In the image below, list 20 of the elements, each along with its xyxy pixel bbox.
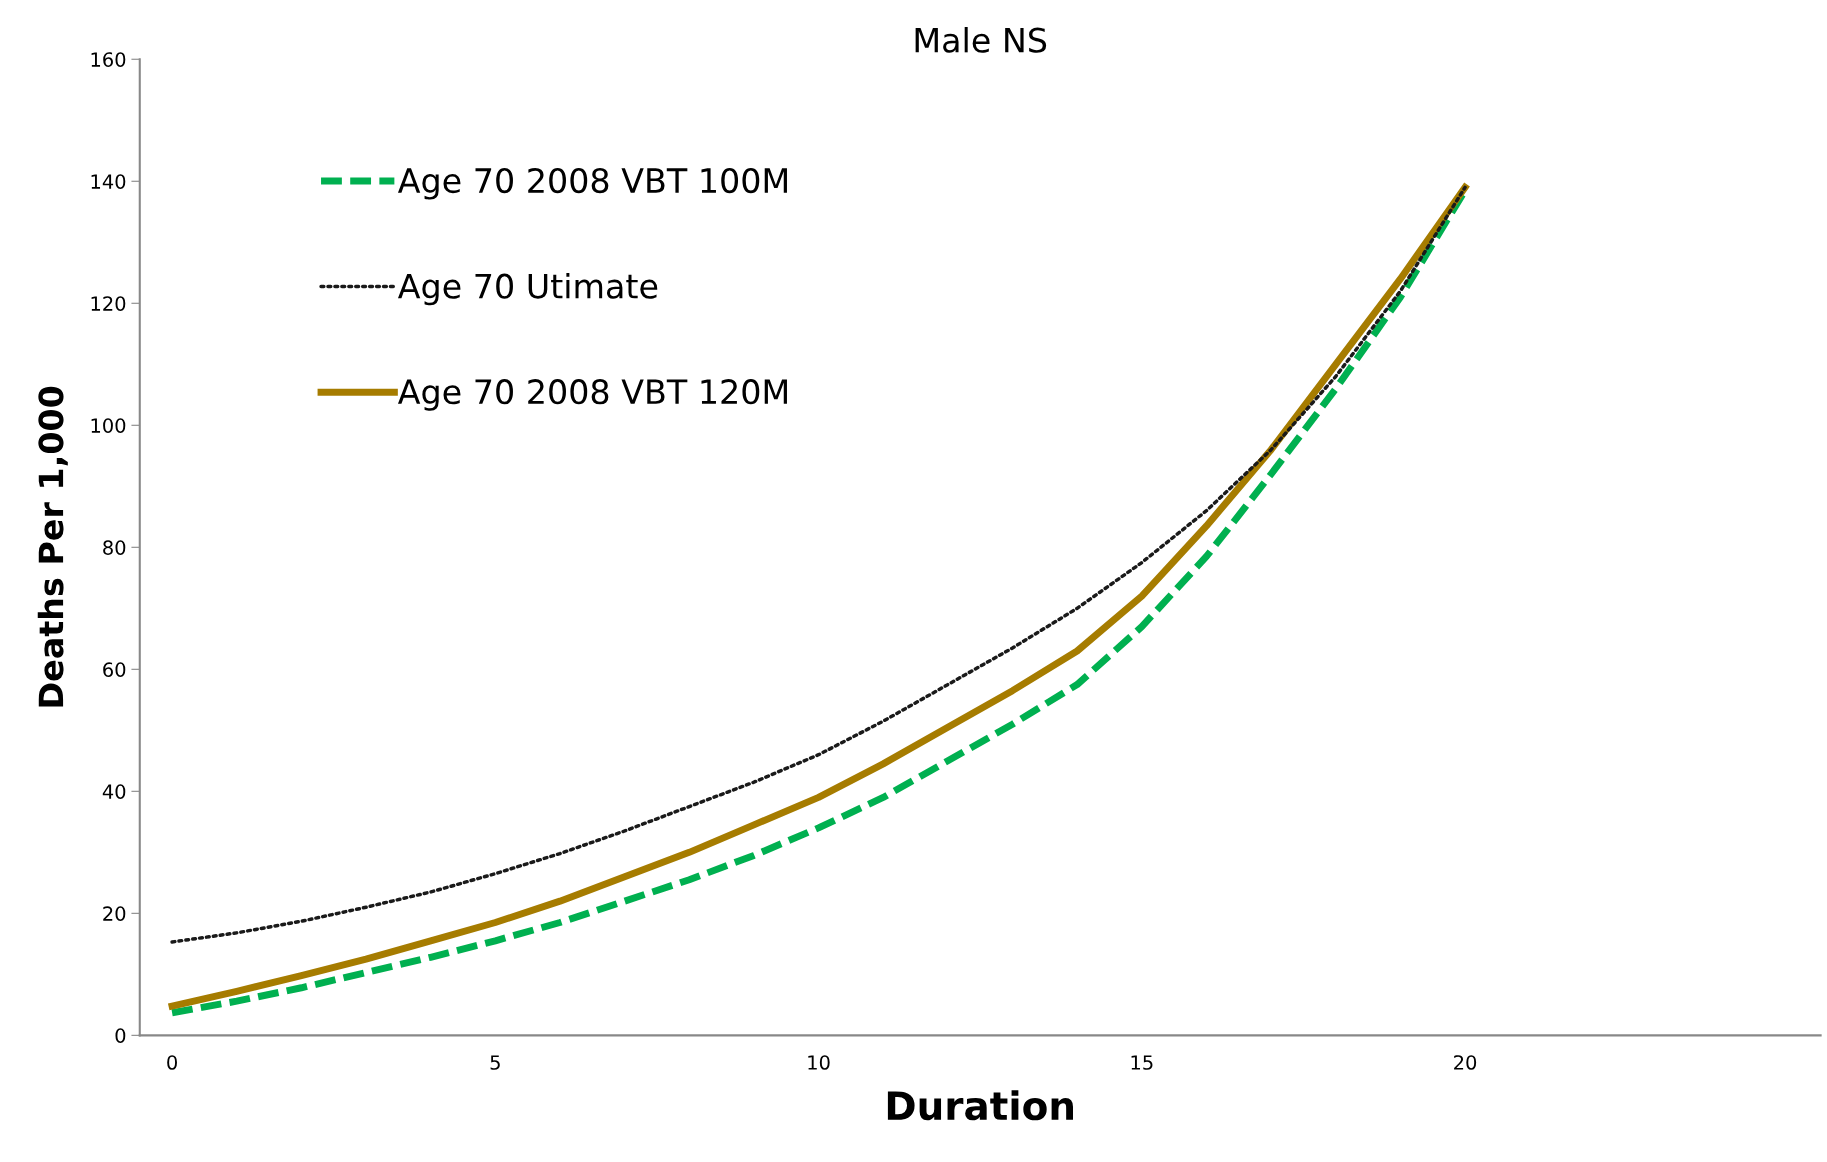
x-axis-title: Duration: [887, 1090, 1073, 1121]
y-tick-label: 0: [115, 1028, 126, 1044]
y-tick-label: 80: [103, 540, 126, 555]
x-tick-label: 0: [167, 1055, 177, 1070]
x-tick-label: 5: [490, 1055, 500, 1070]
legend-label: Age 70 2008 VBT 120M: [397, 379, 787, 411]
y-tick-label: 120: [91, 296, 126, 311]
y-tick-label: 160: [91, 52, 126, 67]
y-axis-title: Deaths Per 1,000: [37, 386, 68, 707]
x-tick-label: 10: [808, 1055, 830, 1070]
legend-label: Age 70 Utimate: [397, 272, 658, 306]
chart-title: Male NS: [915, 27, 1047, 53]
legend-label: Age 70 2008 VBT 100M: [397, 167, 787, 200]
y-tick-label: 40: [102, 784, 126, 799]
x-tick-label: 20: [1454, 1055, 1477, 1070]
y-tick-label: 100: [91, 418, 126, 433]
y-tick-label: 20: [103, 906, 126, 921]
x-tick-label: 15: [1131, 1055, 1153, 1070]
y-tick-label: 140: [91, 174, 126, 189]
y-tick-label: 60: [103, 662, 126, 677]
